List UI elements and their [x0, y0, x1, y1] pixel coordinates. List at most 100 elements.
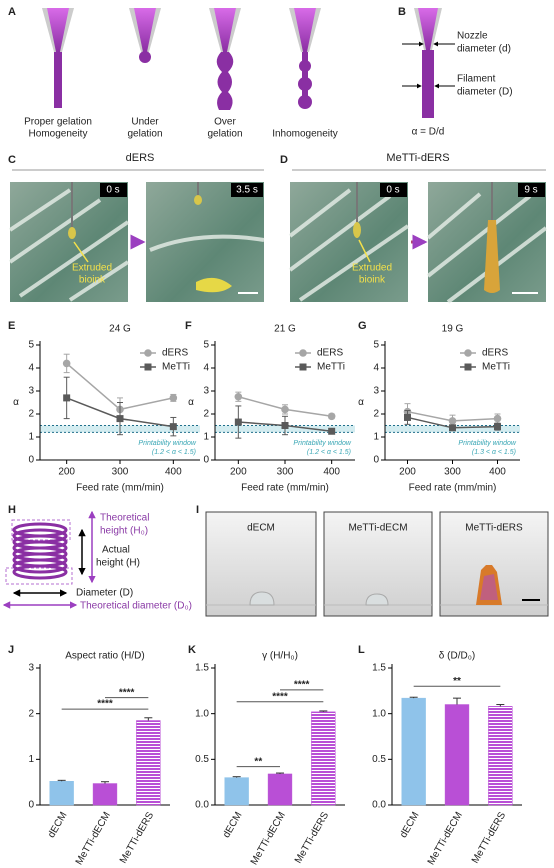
coil-layers	[12, 522, 68, 580]
sample-label: MeTTi-dERS	[465, 523, 523, 534]
x-tick-label: MeTTi-dECM	[74, 810, 113, 867]
bar	[136, 720, 161, 806]
significance-label: **	[453, 676, 461, 687]
filament	[422, 50, 434, 118]
y-axis-label: α	[188, 397, 194, 408]
panel-label: J	[8, 644, 14, 656]
time-label: 9 s	[524, 185, 537, 196]
marker	[404, 413, 411, 421]
time-label: 0 s	[386, 185, 399, 196]
sample-label: MeTTi-dECM	[348, 523, 407, 534]
panel-label: L	[358, 644, 365, 656]
annotation: (1.2 < α < 1.5)	[152, 449, 196, 456]
marker	[493, 414, 502, 423]
y-tick-label: 3	[28, 663, 34, 674]
chart-title: δ (D/D₀)	[439, 651, 475, 662]
x-tick-label: MeTTi-dECM	[249, 810, 288, 867]
chart-title: 19 G	[442, 324, 464, 335]
shape	[18, 220, 130, 298]
shape	[288, 188, 352, 238]
filament	[216, 52, 234, 110]
marker	[494, 423, 501, 431]
bar	[488, 706, 513, 806]
marker	[328, 427, 336, 435]
x-tick-label: dECM	[46, 810, 69, 840]
annotation: (1.2 < α < 1.5)	[307, 449, 351, 456]
nozzle-ink	[294, 8, 316, 52]
label: height (H)	[96, 558, 140, 569]
legend-marker	[464, 363, 472, 371]
panel-label: F	[185, 320, 192, 332]
label: diameter (D)	[457, 87, 513, 98]
bioink	[194, 195, 202, 205]
bead	[298, 95, 312, 109]
caption: Over	[214, 117, 236, 128]
y-axis-label: α	[13, 397, 19, 408]
x-tick-label: 400	[165, 467, 182, 478]
y-tick-label: 0	[373, 455, 379, 466]
caption: gelation	[207, 129, 242, 140]
x-tick-label: MeTTi-dERS	[118, 810, 156, 866]
annotation: bioink	[79, 275, 106, 286]
y-tick-label: 2	[203, 409, 209, 420]
x-tick-label: dECM	[398, 810, 421, 840]
shape	[8, 188, 72, 232]
marker	[62, 359, 71, 368]
bead	[298, 77, 312, 91]
label: Filament	[457, 74, 496, 85]
x-axis-label: Feed rate (mm/min)	[241, 483, 329, 494]
y-tick-label: 0.0	[195, 800, 209, 811]
x-axis-label: Feed rate (mm/min)	[409, 483, 497, 494]
x-tick-label: dECM	[221, 810, 244, 840]
bar	[401, 697, 426, 806]
chart-title: 24 G	[109, 324, 131, 335]
photos	[8, 182, 548, 304]
annotation: Printability window	[293, 440, 352, 447]
label: Nozzle	[457, 31, 488, 42]
time-label: 3.5 s	[236, 185, 258, 196]
coil	[2, 510, 96, 609]
y-tick-label: 5	[203, 340, 209, 351]
shape	[426, 194, 532, 278]
y-tick-label: 0.5	[195, 754, 209, 765]
y-tick-label: 1	[203, 432, 209, 443]
label: Theoretical diameter (D₀)	[80, 601, 192, 612]
marker	[281, 405, 289, 414]
legend-label: dERS	[482, 348, 508, 359]
caption: Proper gelation	[24, 117, 92, 128]
y-tick-label: 3	[203, 386, 209, 397]
annotation: Extruded	[352, 263, 392, 274]
y-tick-label: 2	[28, 708, 34, 719]
bar	[49, 781, 74, 806]
x-tick-label: 400	[489, 467, 506, 478]
y-tick-label: 3	[28, 386, 34, 397]
y-tick-label: 1.0	[372, 708, 386, 719]
y-tick-label: 5	[373, 340, 379, 351]
y-tick-label: 0	[203, 455, 209, 466]
x-tick-label: 200	[58, 467, 75, 478]
x-tick-label: 200	[230, 467, 247, 478]
x-tick-label: 300	[277, 467, 294, 478]
chart-title: 21 G	[274, 324, 296, 335]
droplet	[365, 593, 389, 606]
y-tick-label: 0	[28, 455, 34, 466]
caption: Under	[131, 117, 159, 128]
x-tick-label: 400	[323, 467, 340, 478]
time-box	[231, 183, 263, 197]
bar	[267, 773, 293, 806]
panel-label: H	[8, 504, 16, 516]
x-tick-label: MeTTi-dECM	[426, 810, 465, 867]
x-tick-label: 300	[444, 467, 461, 478]
label: Diameter (D)	[76, 588, 133, 599]
pointer	[358, 239, 371, 263]
x-tick-label: 300	[112, 467, 129, 478]
nozzle-diagrams	[42, 8, 321, 110]
legend-marker	[299, 349, 307, 357]
shape	[8, 198, 102, 264]
significance-label: ****	[272, 691, 288, 702]
y-tick-label: 5	[28, 340, 34, 351]
shape	[68, 260, 130, 302]
x-tick-label: 200	[399, 467, 416, 478]
marker	[169, 423, 177, 431]
bar	[311, 711, 336, 806]
